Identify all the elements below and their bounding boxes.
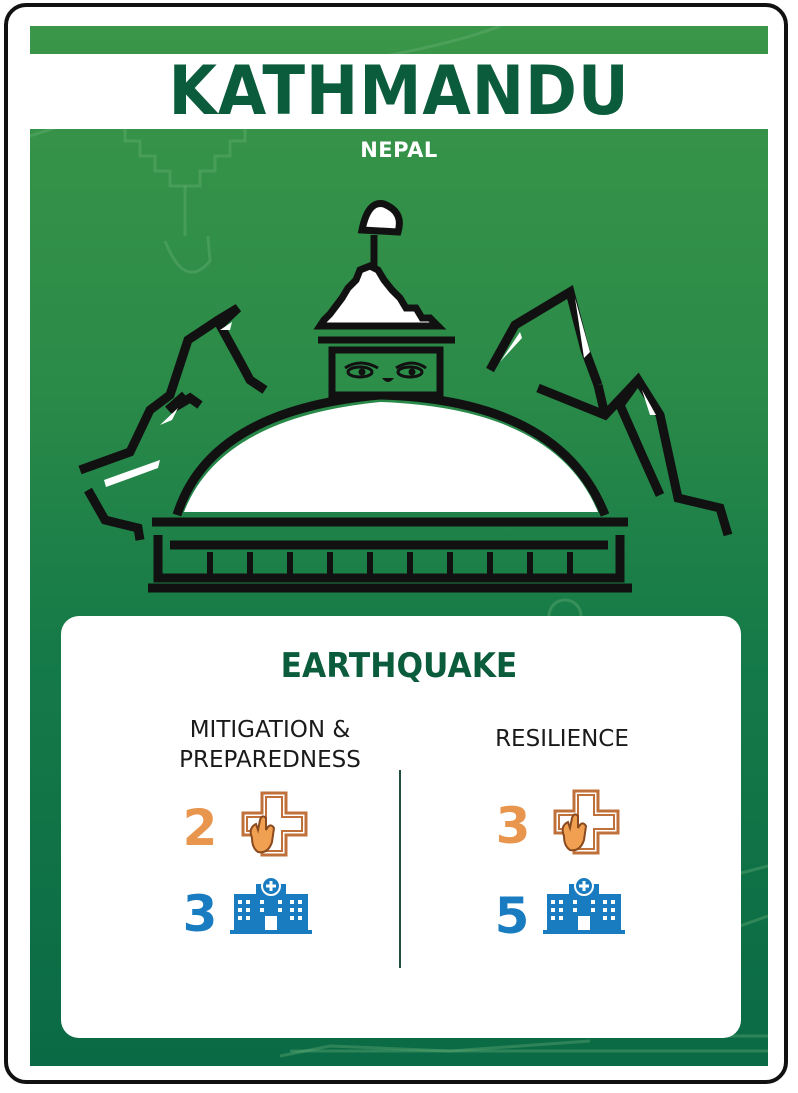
hospital-icon bbox=[543, 876, 625, 934]
info-panel bbox=[61, 616, 741, 1038]
medical-hand-icon bbox=[553, 789, 620, 855]
mitigation-heading-line1: MITIGATION & bbox=[189, 717, 351, 743]
hazard-title: EARTHQUAKE bbox=[280, 646, 518, 686]
resilience-medical-value: 3 bbox=[495, 797, 531, 855]
mitigation-hospital-value: 3 bbox=[182, 885, 218, 943]
hospital-icon bbox=[230, 876, 312, 934]
column-divider bbox=[399, 770, 401, 968]
boudhanath-stupa-mountains-icon bbox=[78, 200, 733, 593]
country-label: NEPAL bbox=[360, 138, 438, 162]
resilience-hospital-value: 5 bbox=[494, 887, 530, 945]
title-band bbox=[30, 54, 768, 129]
mitigation-heading-line2: PREPAREDNESS bbox=[179, 747, 361, 773]
medical-hand-icon bbox=[241, 791, 308, 857]
resilience-heading: RESILIENCE bbox=[495, 726, 629, 752]
mitigation-heading: MITIGATION & PREPAREDNESS bbox=[140, 715, 400, 775]
city-title: KATHMANDU bbox=[168, 52, 630, 131]
mitigation-medical-value: 2 bbox=[182, 799, 218, 857]
